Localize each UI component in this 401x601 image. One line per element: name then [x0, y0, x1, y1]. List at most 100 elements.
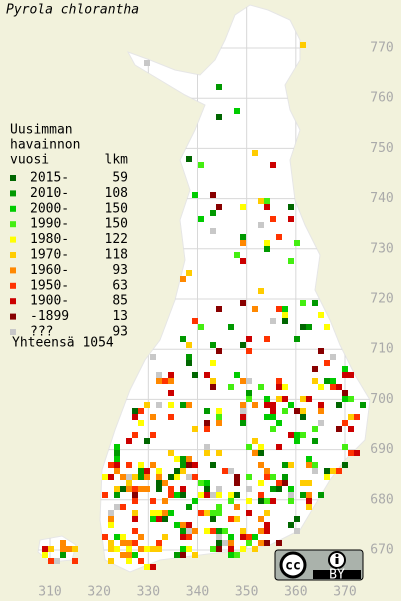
observation-square — [216, 510, 222, 516]
observation-square — [132, 432, 138, 438]
observation-square — [234, 516, 240, 522]
observation-square — [186, 456, 192, 462]
observation-square — [258, 516, 264, 522]
observation-square — [348, 450, 354, 456]
observation-square — [270, 474, 276, 480]
observation-square — [330, 468, 336, 474]
observation-square — [264, 540, 270, 546]
observation-square — [144, 402, 150, 408]
observation-square — [258, 462, 264, 468]
observation-square — [300, 396, 306, 402]
observation-square — [210, 546, 216, 552]
observation-square — [312, 438, 318, 444]
observation-square — [270, 498, 276, 504]
observation-square — [210, 492, 216, 498]
observation-square — [288, 402, 294, 408]
observation-square — [60, 540, 66, 546]
observation-square — [138, 558, 144, 564]
observation-square — [276, 234, 282, 240]
observation-square — [132, 498, 138, 504]
observation-square — [216, 408, 222, 414]
legend-background — [4, 120, 132, 352]
observation-square — [300, 492, 306, 498]
observation-square — [180, 336, 186, 342]
observation-square — [234, 480, 240, 486]
observation-square — [150, 354, 156, 360]
observation-square — [276, 540, 282, 546]
observation-square — [162, 378, 168, 384]
observation-square — [144, 60, 150, 66]
observation-square — [240, 420, 246, 426]
observation-square — [168, 372, 174, 378]
observation-square — [180, 462, 186, 468]
observation-square — [144, 564, 150, 570]
observation-square — [204, 528, 210, 534]
observation-square — [60, 546, 66, 552]
y-tick-label: 690 — [370, 442, 393, 457]
legend-count: 13 — [112, 309, 128, 324]
observation-square — [240, 204, 246, 210]
observation-square — [264, 198, 270, 204]
legend-swatch — [10, 298, 16, 305]
observation-square — [108, 522, 114, 528]
observation-square — [132, 528, 138, 534]
observation-square — [156, 486, 162, 492]
observation-square — [228, 324, 234, 330]
observation-square — [258, 288, 264, 294]
observation-square — [246, 390, 252, 396]
observation-square — [180, 402, 186, 408]
observation-square — [162, 498, 168, 504]
observation-square — [210, 462, 216, 468]
observation-square — [144, 474, 150, 480]
observation-square — [168, 402, 174, 408]
observation-square — [210, 360, 216, 366]
observation-square — [288, 216, 294, 222]
observation-square — [306, 462, 312, 468]
observation-square — [120, 534, 126, 540]
observation-square — [192, 498, 198, 504]
observation-square — [234, 492, 240, 498]
observation-square — [282, 396, 288, 402]
observation-square — [186, 546, 192, 552]
observation-square — [150, 564, 156, 570]
observation-square — [222, 528, 228, 534]
observation-square — [312, 468, 318, 474]
observation-square — [270, 402, 276, 408]
observation-square — [180, 522, 186, 528]
observation-square — [222, 540, 228, 546]
observation-square — [150, 510, 156, 516]
observation-square — [246, 444, 252, 450]
observation-square — [114, 456, 120, 462]
observation-square — [120, 540, 126, 546]
observation-square — [264, 498, 270, 504]
observation-square — [318, 492, 324, 498]
observation-square — [264, 414, 270, 420]
observation-square — [306, 480, 312, 486]
observation-square — [132, 510, 138, 516]
observation-square — [342, 390, 348, 396]
observation-square — [228, 468, 234, 474]
observation-square — [204, 408, 210, 414]
legend-label: 1960- — [30, 263, 69, 278]
observation-square — [306, 396, 312, 402]
observation-square — [114, 504, 120, 510]
observation-square — [126, 558, 132, 564]
observation-square — [132, 516, 138, 522]
legend-count: 93 — [112, 325, 128, 340]
y-tick-label: 750 — [370, 141, 393, 156]
observation-square — [186, 360, 192, 366]
observation-square — [216, 450, 222, 456]
observation-square — [144, 486, 150, 492]
observation-square — [216, 528, 222, 534]
observation-square — [216, 348, 222, 354]
observation-square — [162, 480, 168, 486]
observation-square — [114, 546, 120, 552]
observation-square — [270, 414, 276, 420]
observation-square — [108, 510, 114, 516]
legend-count: 59 — [112, 171, 128, 186]
observation-square — [258, 450, 264, 456]
observation-square — [216, 492, 222, 498]
observation-square — [126, 480, 132, 486]
observation-square — [168, 510, 174, 516]
